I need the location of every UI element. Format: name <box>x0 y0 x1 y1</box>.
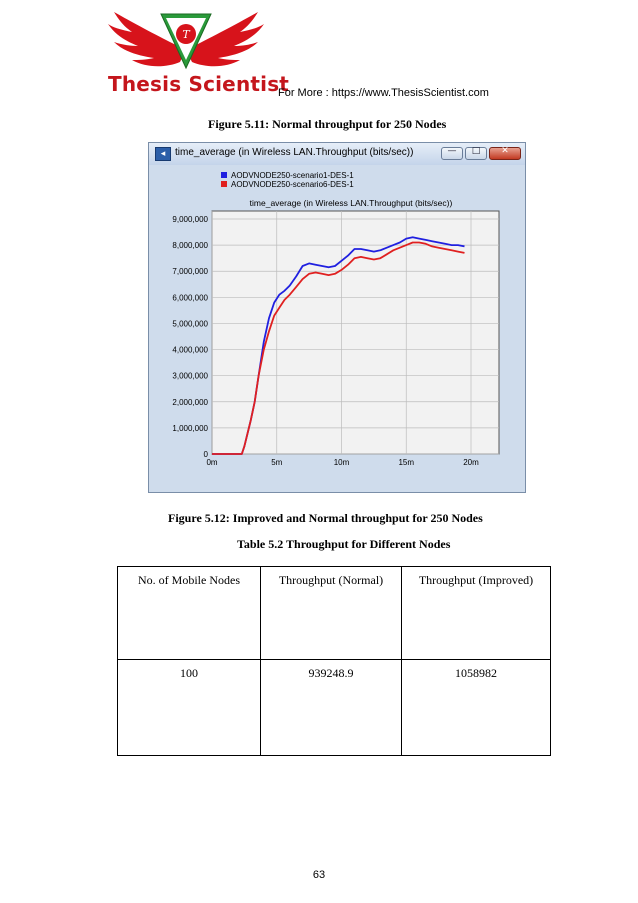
legend-label-2: AODVNODE250-scenario6-DES-1 <box>231 180 354 189</box>
window-app-icon: ◂ <box>155 147 171 161</box>
cell-throughput-improved: 1058982 <box>401 659 551 756</box>
thesis-scientist-logo: T <box>108 12 264 70</box>
window-title: time_average (in Wireless LAN.Throughput… <box>175 147 414 158</box>
chart-window: ◂ time_average (in Wireless LAN.Throughp… <box>148 142 526 493</box>
table-header-row: No. of Mobile Nodes Throughput (Normal) … <box>117 566 551 660</box>
close-button[interactable]: ✕ <box>489 146 521 160</box>
minimize-button[interactable]: — <box>441 146 463 160</box>
figure-5-12-caption: Figure 5.12: Improved and Normal through… <box>168 511 483 525</box>
table-5-2-caption: Table 5.2 Throughput for Different Nodes <box>237 537 451 551</box>
y-tick-label: 8,000,000 <box>172 241 208 250</box>
y-tick-label: 2,000,000 <box>172 398 208 407</box>
x-tick-label: 0m <box>206 458 217 467</box>
y-tick-label: 0 <box>204 450 209 459</box>
series-line-1 <box>212 236 465 455</box>
svg-text:T: T <box>182 28 191 41</box>
chart-legend: AODVNODE250-scenario1-DES-1AODVNODE250-s… <box>221 171 354 189</box>
maximize-button[interactable]: □ <box>465 146 487 160</box>
chart-series <box>212 236 465 455</box>
plot-title: time_average (in Wireless LAN.Throughput… <box>250 198 453 208</box>
legend-label-1: AODVNODE250-scenario1-DES-1 <box>231 171 354 180</box>
header-throughput-improved: Throughput (Improved) <box>401 566 551 660</box>
maximize-icon: □ <box>471 146 481 156</box>
table-row: 100 939248.9 1058982 <box>117 659 551 756</box>
header-mobile-nodes: No. of Mobile Nodes <box>117 566 261 660</box>
for-more-link-text: For More : https://www.ThesisScientist.c… <box>278 87 489 99</box>
header-throughput-normal: Throughput (Normal) <box>260 566 402 660</box>
close-icon: ✕ <box>501 146 509 156</box>
page-number: 63 <box>312 869 326 881</box>
legend-swatch-1 <box>221 172 227 178</box>
triangle-emblem-icon: T <box>160 13 212 70</box>
chart-grid <box>211 211 499 455</box>
y-axis-ticks: 0 1,000,000 2,000,000 3,000,000 4,000,000 5,0… <box>172 215 208 459</box>
figure-5-11-caption: Figure 5.11: Normal throughput for 250 N… <box>208 117 447 131</box>
y-tick-label: 3,000,000 <box>172 372 208 381</box>
plot-area <box>211 210 500 455</box>
legend-swatch-2 <box>221 181 227 187</box>
series-line-2 <box>212 241 465 455</box>
y-tick-label: 1,000,000 <box>172 424 208 433</box>
y-tick-label: 5,000,000 <box>172 319 208 328</box>
x-tick-label: 15m <box>398 458 414 467</box>
minimize-icon: — <box>447 146 457 156</box>
throughput-table: No. of Mobile Nodes Throughput (Normal) … <box>117 566 551 756</box>
cell-mobile-nodes: 100 <box>117 659 261 756</box>
x-axis-ticks: 0m 5m 10m 15m 20m <box>206 458 479 467</box>
throughput-line-chart: AODVNODE250-scenario1-DES-1AODVNODE250-s… <box>149 165 525 492</box>
x-tick-label: 10m <box>334 458 350 467</box>
y-tick-label: 7,000,000 <box>172 267 208 276</box>
y-tick-label: 6,000,000 <box>172 293 208 302</box>
cell-throughput-normal: 939248.9 <box>260 659 402 756</box>
x-tick-label: 5m <box>271 458 282 467</box>
x-tick-label: 20m <box>463 458 479 467</box>
y-tick-label: 9,000,000 <box>172 215 208 224</box>
wings-icon <box>108 12 264 67</box>
brand-name: Thesis Scientist <box>108 72 290 96</box>
y-tick-label: 4,000,000 <box>172 346 208 355</box>
window-titlebar[interactable]: ◂ time_average (in Wireless LAN.Throughp… <box>149 143 525 165</box>
